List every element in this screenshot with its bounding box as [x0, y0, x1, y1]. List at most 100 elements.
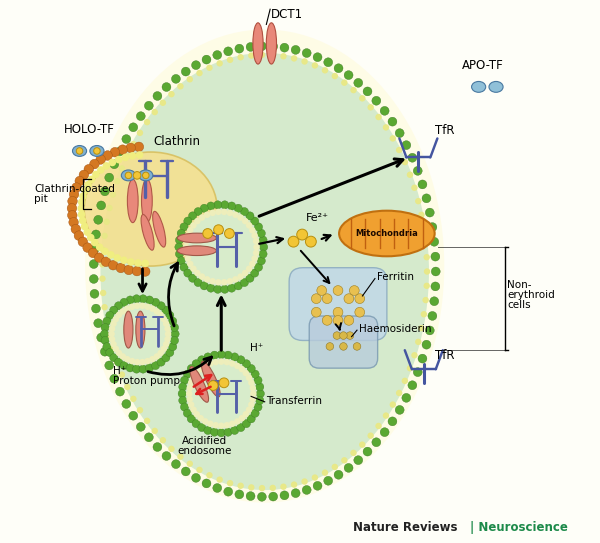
Circle shape [372, 438, 381, 447]
Circle shape [175, 236, 184, 244]
Circle shape [166, 311, 174, 319]
Circle shape [302, 485, 311, 495]
Circle shape [246, 222, 253, 229]
Circle shape [224, 47, 233, 56]
Circle shape [322, 67, 328, 73]
Circle shape [94, 319, 103, 327]
Circle shape [246, 266, 253, 272]
Circle shape [106, 332, 113, 338]
Circle shape [269, 485, 276, 491]
Circle shape [188, 380, 194, 386]
Circle shape [224, 229, 234, 238]
Circle shape [133, 172, 141, 179]
Circle shape [120, 256, 128, 264]
Circle shape [305, 236, 316, 247]
Circle shape [383, 412, 389, 419]
Circle shape [280, 491, 289, 500]
Circle shape [332, 73, 338, 79]
Circle shape [257, 493, 266, 501]
Circle shape [134, 142, 143, 151]
Circle shape [411, 185, 418, 191]
Circle shape [136, 422, 145, 431]
Circle shape [430, 297, 439, 306]
Circle shape [418, 325, 425, 331]
Circle shape [78, 237, 88, 247]
Circle shape [232, 211, 239, 218]
Circle shape [253, 250, 259, 256]
Circle shape [324, 476, 332, 485]
Circle shape [322, 294, 332, 304]
Circle shape [188, 361, 254, 427]
Circle shape [235, 44, 244, 53]
Circle shape [333, 286, 343, 295]
Circle shape [324, 58, 332, 67]
Circle shape [96, 243, 103, 251]
Circle shape [302, 48, 311, 58]
Circle shape [88, 175, 95, 183]
Circle shape [162, 306, 170, 314]
Circle shape [74, 231, 83, 241]
Text: cells: cells [508, 300, 531, 310]
Circle shape [100, 330, 109, 338]
Circle shape [79, 192, 87, 200]
Circle shape [184, 269, 192, 277]
Circle shape [110, 191, 116, 198]
Circle shape [256, 389, 265, 397]
Circle shape [213, 484, 222, 493]
Circle shape [187, 261, 193, 267]
Circle shape [181, 403, 188, 411]
Text: H⁺: H⁺ [113, 367, 126, 376]
Circle shape [367, 432, 374, 439]
Ellipse shape [472, 81, 486, 92]
Circle shape [254, 263, 263, 272]
Circle shape [424, 268, 430, 275]
Circle shape [129, 304, 136, 310]
Circle shape [418, 354, 427, 363]
Circle shape [116, 387, 124, 396]
Circle shape [248, 52, 254, 59]
Circle shape [229, 420, 235, 427]
Circle shape [122, 154, 129, 161]
Circle shape [130, 141, 137, 147]
Circle shape [188, 212, 197, 220]
Circle shape [214, 285, 222, 293]
Text: | Neuroscience: | Neuroscience [470, 521, 568, 534]
Circle shape [94, 216, 103, 224]
Circle shape [109, 325, 115, 332]
Circle shape [169, 317, 177, 325]
Circle shape [235, 490, 244, 499]
Circle shape [291, 489, 300, 497]
Circle shape [97, 166, 104, 174]
Circle shape [311, 294, 321, 304]
Circle shape [259, 52, 265, 58]
Circle shape [94, 148, 100, 154]
Circle shape [105, 361, 113, 370]
Circle shape [221, 279, 227, 286]
Text: Acidified: Acidified [182, 436, 227, 446]
Circle shape [227, 210, 233, 216]
Circle shape [180, 223, 188, 231]
Circle shape [157, 312, 164, 318]
Circle shape [116, 147, 124, 156]
Circle shape [242, 359, 250, 368]
Circle shape [193, 370, 200, 376]
Text: TfR: TfR [434, 349, 454, 362]
Circle shape [211, 351, 218, 359]
Circle shape [145, 433, 154, 442]
Circle shape [185, 211, 257, 283]
Circle shape [187, 460, 193, 467]
Circle shape [259, 236, 267, 244]
Circle shape [213, 50, 222, 59]
Circle shape [166, 349, 174, 357]
Circle shape [181, 67, 190, 76]
Circle shape [311, 62, 318, 68]
Circle shape [136, 151, 143, 159]
Circle shape [110, 353, 118, 362]
Circle shape [162, 83, 171, 91]
Circle shape [103, 162, 110, 170]
Circle shape [144, 119, 150, 125]
Circle shape [194, 218, 200, 224]
Circle shape [194, 279, 202, 287]
Circle shape [110, 341, 117, 348]
Ellipse shape [489, 81, 503, 92]
